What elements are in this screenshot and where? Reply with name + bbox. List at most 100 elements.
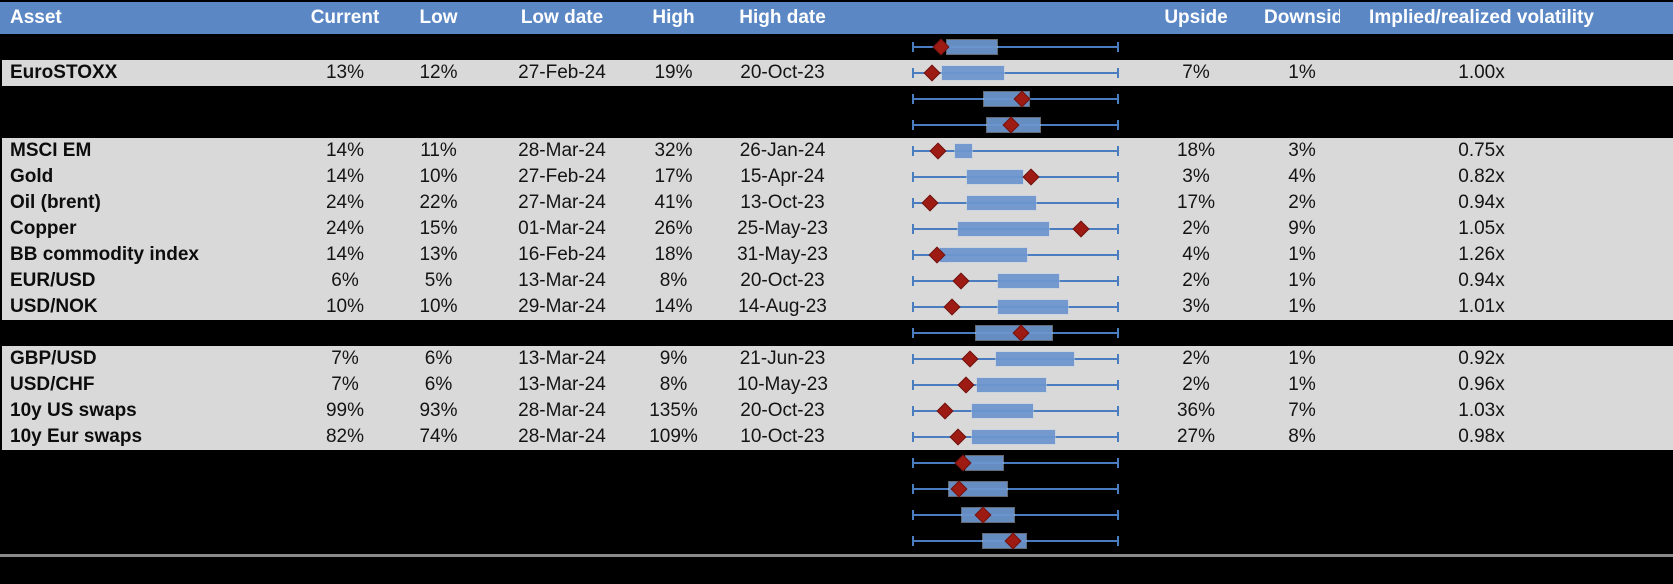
whisker-cap-right (1117, 276, 1119, 286)
boxplot-cell (855, 450, 1128, 476)
cell-asset: USD/CHF (10, 374, 95, 395)
cell-low: 12% (419, 62, 458, 83)
cell-downside (1264, 450, 1340, 476)
whisker-cap-right (1117, 68, 1119, 78)
whisker-cap-right (1117, 42, 1119, 52)
table-row: 10y Eur swaps 82% 74% 28-Mar-24 109% 10-Oct-2… (0, 424, 1673, 450)
cell-downside: 3% (1288, 140, 1316, 161)
whisker-cap-left (912, 536, 914, 546)
cell-low-date: 28-Mar-24 (518, 400, 606, 421)
cell-implied: 0.75x (1458, 140, 1505, 161)
cell-downside (1264, 112, 1340, 138)
cell-current: 7% (331, 348, 359, 369)
whisker-cap-left (912, 458, 914, 468)
cell-implied: 0.94x (1458, 192, 1505, 213)
cell-upside: 2% (1182, 348, 1210, 369)
whisker-cap-right (1117, 380, 1119, 390)
boxplot-cell (855, 242, 1128, 268)
spacer-row (0, 450, 1673, 476)
cell-low: 6% (424, 374, 453, 395)
cell-upside: 3% (1182, 166, 1210, 187)
cell-low-date: 27-Mar-24 (518, 192, 606, 213)
cell-high-date: 10-Oct-23 (740, 426, 825, 447)
cell-asset: 10y US swaps (10, 400, 137, 421)
boxplot-cell (855, 528, 1128, 554)
cell-high (637, 450, 710, 476)
cell-current: 10% (325, 296, 365, 317)
cell-upside (1128, 476, 1264, 502)
whisker-cap-right (1117, 172, 1119, 182)
cell-implied: 1.26x (1458, 244, 1505, 265)
cell-upside: 2% (1182, 374, 1210, 395)
current-marker-diamond-icon (1022, 168, 1040, 186)
cell-implied: 1.01x (1458, 296, 1505, 317)
column-header-upside: Upside (1164, 7, 1228, 28)
cell-low (390, 112, 487, 138)
cell-high: 18% (654, 244, 693, 265)
whisker-cap-right (1117, 146, 1119, 156)
spacer-row (0, 502, 1673, 528)
cell-current: 6% (331, 270, 359, 291)
cell-high-date (710, 34, 855, 60)
column-header-low-date: Low date (520, 7, 604, 28)
table-body: EuroSTOXX 13% 12% 27-Feb-24 19% 20-Oct-23 7% 1%… (0, 34, 1673, 554)
boxplot-cell (855, 190, 1128, 216)
cell-implied (1340, 476, 1673, 502)
boxplot-cell (855, 476, 1128, 502)
boxplot-cell (855, 320, 1128, 346)
whisker-line (913, 514, 1118, 516)
cell-high: 135% (649, 400, 698, 421)
cell-low (390, 450, 487, 476)
spacer-row (0, 112, 1673, 138)
cell-low (390, 528, 487, 554)
current-marker-diamond-icon (943, 298, 961, 316)
cell-upside: 17% (1176, 192, 1216, 213)
cell-low (390, 86, 487, 112)
range-box (957, 222, 1049, 236)
cell-asset (0, 86, 300, 112)
current-marker-diamond-icon (952, 272, 970, 290)
whisker-line (913, 462, 1118, 464)
cell-downside (1264, 528, 1340, 554)
cell-low-date: 28-Mar-24 (518, 426, 606, 447)
cell-current: 24% (325, 192, 365, 213)
boxplot-cell (855, 372, 1128, 398)
boxplot-cell (855, 86, 1128, 112)
cell-asset (0, 502, 300, 528)
cell-downside: 8% (1288, 426, 1316, 447)
cell-asset: USD/NOK (10, 296, 98, 317)
whisker-cap-right (1117, 198, 1119, 208)
cell-low-date: 13-Mar-24 (518, 348, 606, 369)
cell-low-date (487, 112, 637, 138)
boxplot-cell (855, 424, 1128, 450)
whisker-cap-right (1117, 250, 1119, 260)
cell-high-date (710, 528, 855, 554)
column-header-high-date: High date (739, 7, 826, 28)
whisker-line (913, 488, 1118, 490)
cell-low: 5% (424, 270, 453, 291)
cell-current: 14% (325, 244, 365, 265)
range-box (971, 404, 1033, 418)
cell-low-date: 16-Feb-24 (518, 244, 606, 265)
cell-current: 14% (325, 166, 365, 187)
cell-current: 14% (325, 140, 365, 161)
cell-current: 24% (325, 218, 365, 239)
cell-implied: 0.94x (1458, 270, 1505, 291)
cell-low: 74% (419, 426, 458, 447)
boxplot-cell (855, 138, 1128, 164)
cell-downside: 1% (1288, 348, 1316, 369)
whisker-cap-left (912, 380, 914, 390)
cell-low: 10% (419, 296, 458, 317)
cell-low-date (487, 320, 637, 346)
cell-low (390, 320, 487, 346)
cell-downside (1264, 476, 1340, 502)
cell-asset: BB commodity index (10, 244, 199, 265)
whisker-cap-right (1117, 536, 1119, 546)
cell-asset: 10y Eur swaps (10, 426, 143, 447)
current-marker-diamond-icon (1072, 220, 1090, 238)
cell-implied: 0.92x (1458, 348, 1505, 369)
cell-low-date: 13-Mar-24 (518, 374, 606, 395)
whisker-cap-left (912, 484, 914, 494)
range-box (955, 144, 973, 158)
